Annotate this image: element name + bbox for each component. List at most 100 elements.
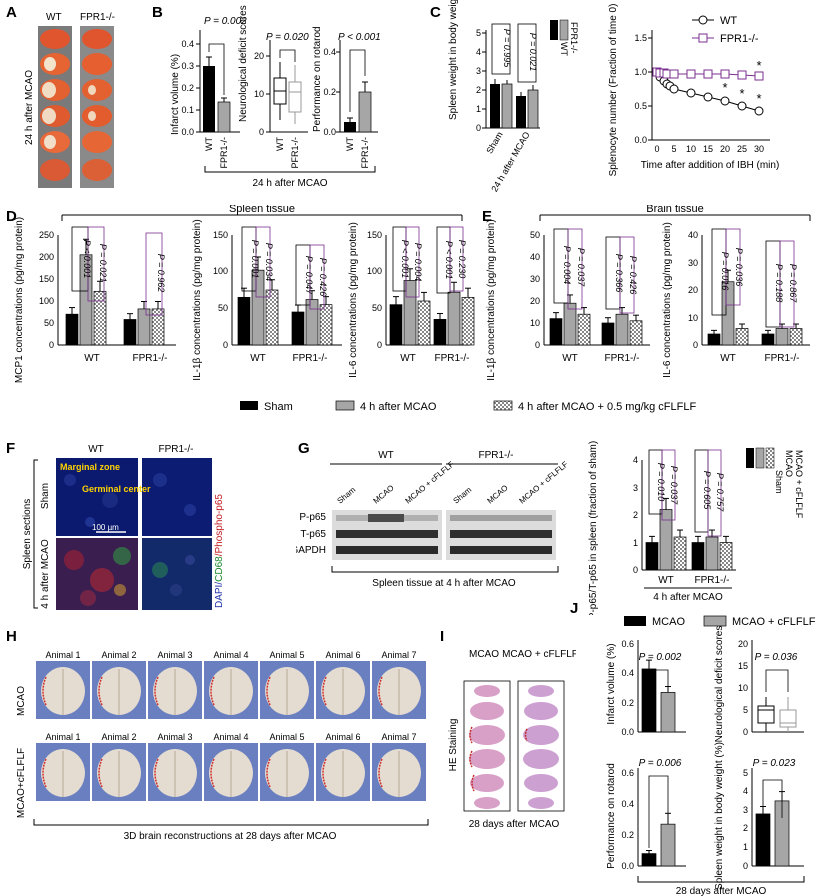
svg-text:*: * <box>756 58 761 73</box>
d-il1b-xcat-ko: FPR1-/- <box>293 353 328 364</box>
e-il6-yticks: 0 10 20 30 40 <box>688 230 698 350</box>
d-mcp1-p1: P < 0.001 <box>82 240 92 278</box>
bar-D-mcp1-0-0 <box>65 313 79 346</box>
svg-text:0.4: 0.4 <box>621 668 634 678</box>
d-il6-p3: P < 0.001 <box>444 241 454 279</box>
j-neuro-bracket <box>765 669 789 692</box>
svg-text:10: 10 <box>686 144 696 154</box>
svg-text:MCAO + cFLFLF: MCAO + cFLFLF <box>518 460 570 506</box>
j-legend-cflflf: MCAO + cFLFLF <box>732 616 816 628</box>
svg-text:0.2: 0.2 <box>181 83 194 93</box>
svg-text:25: 25 <box>737 144 747 154</box>
e-il6-p1: P = 0.016 <box>720 252 730 290</box>
g-lane-labels: Sham MCAO MCAO + cFLFLF Sham MCAO MCAO +… <box>336 460 570 506</box>
h-animal-label: Animal 1 <box>45 732 80 742</box>
e-il6-xcat-wt: WT <box>720 353 736 364</box>
svg-text:0.6: 0.6 <box>621 639 634 649</box>
g-caption: Spleen tissue at 4 h after MCAO <box>372 578 516 589</box>
svg-text:0: 0 <box>377 340 382 350</box>
c-legend-wt: WT <box>559 42 569 56</box>
bar-E-il6-0-1 <box>721 281 735 346</box>
g-row-tp65: T-p65 <box>300 529 326 540</box>
wt-brain-slices <box>40 29 70 181</box>
h-animal-label: Animal 6 <box>325 650 360 660</box>
b-infarct-xcat-ko: FPR1-/- <box>219 137 229 169</box>
i-he-slices <box>469 685 559 809</box>
svg-text:30: 30 <box>688 258 698 268</box>
g-chart-ylabel: P-p65/T-p65 in spleen (fraction of sham) <box>588 441 599 615</box>
panel-e: Brain tissue IL-1β concentrations (pg/mg… <box>486 205 811 381</box>
svg-text:150: 150 <box>367 230 382 240</box>
svg-text:20: 20 <box>530 296 540 306</box>
svg-text:20: 20 <box>720 144 730 154</box>
j-rotarod-pvalue: P = 0.006 <box>639 758 682 769</box>
svg-text:1: 1 <box>633 538 638 548</box>
b-neuro-ylabel: Neurological deficit scores <box>238 5 249 122</box>
e-il6-p2: P = 0.036 <box>734 248 744 286</box>
c-spleen-bar-mcao-wt <box>516 96 526 128</box>
b-neuro-yticks: 0 10 20 <box>254 51 270 137</box>
g-chart-xcat-ko: FPR1-/- <box>695 575 730 586</box>
svg-text:4: 4 <box>476 47 481 57</box>
f-ko: FPR1-/- <box>159 444 194 455</box>
g-wt: WT <box>378 450 394 461</box>
g-chart-footer: 4 h after MCAO <box>653 592 723 603</box>
svg-text:0.3: 0.3 <box>181 61 194 71</box>
panel-d: Spleen tissue MCP1 concentrations (pg/mg… <box>14 205 475 383</box>
panel-letter-g: G <box>298 440 310 457</box>
svg-text:0: 0 <box>49 340 54 350</box>
h-animal-grid: Animal 1 Animal 2 Animal 3 Animal 4 Animal 5… <box>36 650 426 801</box>
f-mcao: 4 h after MCAO <box>40 539 51 609</box>
bar-G-ratio-0-0 <box>645 542 659 571</box>
bar-D-mcp1-0-1 <box>79 254 93 346</box>
f-germinal: Germinal center <box>82 484 151 494</box>
d-il6-pbrackets <box>392 226 464 298</box>
svg-text:1.5: 1.5 <box>634 33 647 43</box>
svg-text:0: 0 <box>535 340 540 350</box>
j-infarct-bars <box>641 659 676 733</box>
e-il1b-yticks: 0 10 20 30 40 50 <box>530 230 540 350</box>
c-splenocyte-xticks: 0 5 10 15 20 25 30 <box>654 144 764 154</box>
bar-E-il6-1-1 <box>775 328 789 346</box>
d-il6-p2: P = 0.004 <box>413 243 423 281</box>
svg-text:40: 40 <box>530 252 540 262</box>
j-rotarod-ylabel: Performance on rotarod <box>606 763 617 869</box>
f-sham: Sham <box>40 483 51 509</box>
bar-J-rotarod-1 <box>660 823 676 867</box>
panel-letter-e: E <box>482 208 493 225</box>
legend-swatch-mcao <box>335 400 355 411</box>
b-infarct-yticks: 0.0 0.1 0.2 0.3 0.4 <box>181 39 200 137</box>
b-infarct-bar-ko <box>217 101 231 133</box>
svg-text:0.2: 0.2 <box>621 830 634 840</box>
svg-text:Sham: Sham <box>774 470 784 494</box>
h-animal-label: Animal 2 <box>101 732 136 742</box>
bar-E-il6-0-2 <box>735 328 749 346</box>
svg-text:0.4: 0.4 <box>621 799 634 809</box>
c-spleen-bar-sham-wt <box>490 84 500 128</box>
d-il6-p4: P = 0.230 <box>457 240 467 278</box>
i-col2: MCAO + cFLFLF <box>502 649 576 660</box>
e-il1b-ylabel: IL-1β concentrations (pg/mg protein) <box>486 219 497 380</box>
legend-cflflf: 4 h after MCAO + 0.5 mg/kg cFLFLF <box>518 401 696 413</box>
b-neuro-bracket <box>279 49 296 62</box>
d-mcp1-xcat-ko: FPR1-/- <box>133 353 168 364</box>
svg-text:FPR1-/-: FPR1-/- <box>720 33 759 45</box>
svg-text:0: 0 <box>743 727 748 737</box>
svg-text:3: 3 <box>476 66 481 76</box>
bar-D-il1b-1-2 <box>319 304 333 346</box>
svg-text:0: 0 <box>693 340 698 350</box>
c-spleen-bar-sham-ko <box>501 83 513 129</box>
d-il6-ylabel: IL-6 concentrations (pg/mg protein) <box>348 222 359 378</box>
svg-text:0: 0 <box>633 565 638 575</box>
c-spleen-xcat-sham: Sham <box>484 130 504 155</box>
c-splenocyte-ylabel: Splenocyte number (Fraction of time 0) <box>608 4 619 177</box>
d-il6-p1: P < 0.001 <box>400 240 410 278</box>
bar-J-infarct-0 <box>641 668 657 733</box>
c-splenocyte-legend: WT FPR1-/- <box>692 15 759 45</box>
svg-text:4: 4 <box>743 786 748 796</box>
panel-letter-i: I <box>440 628 445 645</box>
h-animal-label: Animal 5 <box>269 650 304 660</box>
svg-text:0.4: 0.4 <box>323 47 336 57</box>
d-il1b-yticks: 0 50 100 150 <box>213 230 228 350</box>
panel-a: WT FPR1-/- 24 h after MCAO <box>24 12 115 188</box>
